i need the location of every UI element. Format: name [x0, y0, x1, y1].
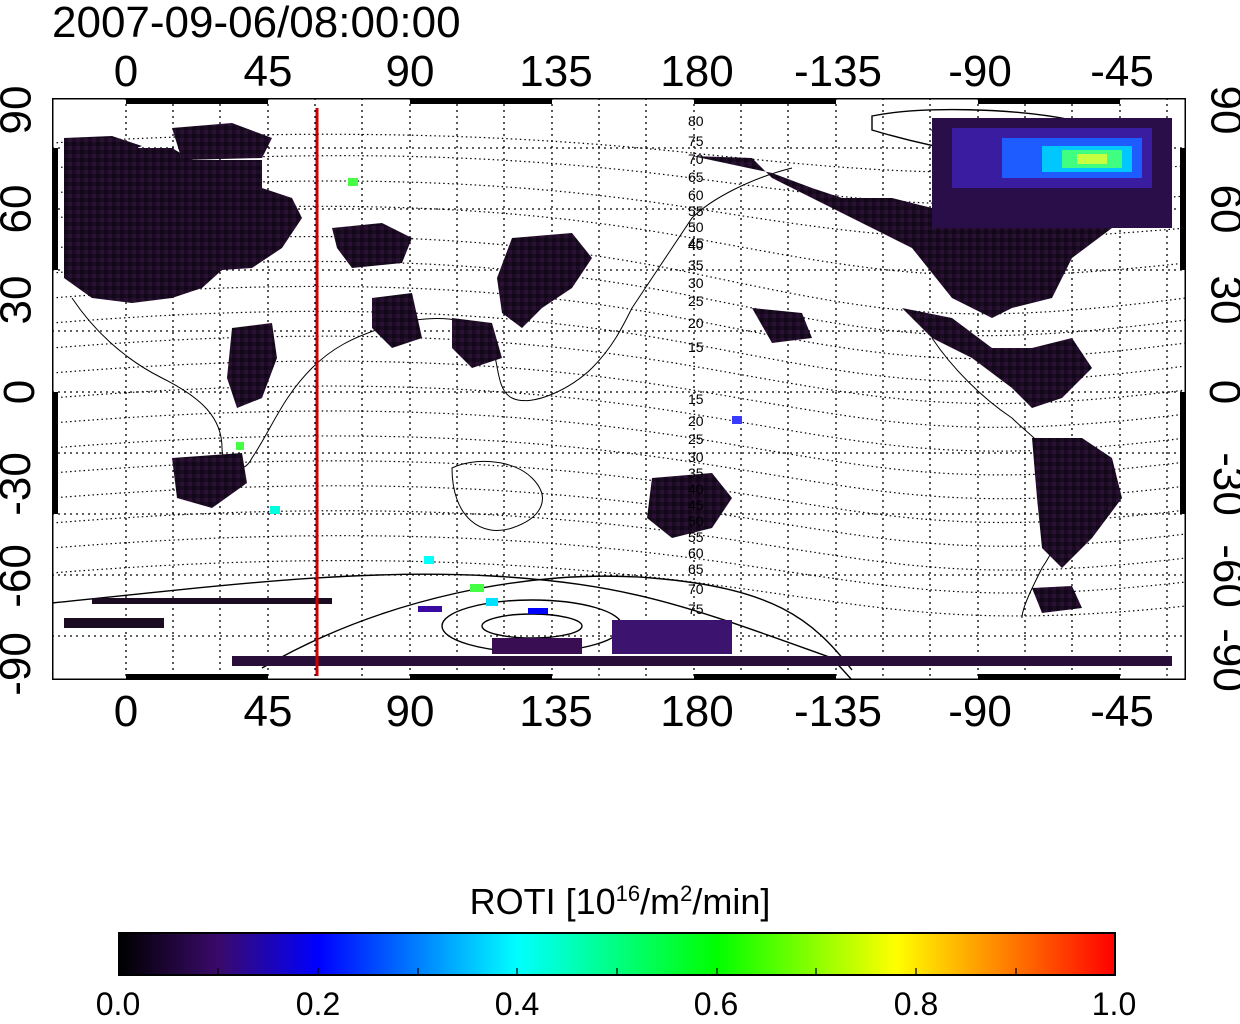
left-lat-tick: 0 [0, 379, 45, 405]
contour-label: 15 [688, 339, 704, 355]
top-lon-tick: 135 [519, 47, 593, 96]
contour-label: 65 [688, 169, 704, 185]
colorbar-tick: 0.6 [693, 986, 739, 1022]
right-lat-tick: -60 [1204, 544, 1240, 608]
contour-label: 40 [688, 481, 704, 497]
contour-label: 45 [688, 497, 704, 513]
bottom-lon-tick: 180 [660, 687, 734, 736]
top-lon-tick: -45 [1090, 47, 1154, 96]
bottom-lon-tick: -135 [793, 687, 883, 736]
contour-label: 50 [688, 513, 704, 529]
colorbar-tick: 0.8 [893, 986, 939, 1022]
bottom-lon-tick: 45 [243, 687, 293, 736]
colorbar-title-text: ROTI [10 [469, 881, 616, 922]
contour-label: 45 [688, 235, 704, 251]
top-lon-tick: -135 [793, 47, 883, 96]
roti-coverage [64, 123, 1142, 613]
frame-tick-bars [52, 98, 1186, 680]
scattered-roti-points [236, 178, 742, 614]
right-lat-tick: 90 [1201, 85, 1240, 135]
contour-label: 80 [688, 113, 704, 129]
colorbar-title: ROTI [1016/m2/min] [0, 872, 1240, 924]
right-lat-tick: 0 [1200, 380, 1240, 404]
left-lat-tick: -90 [0, 632, 40, 696]
right-lat-tick: 30 [1201, 275, 1240, 325]
top-lon-tick: 90 [385, 47, 435, 96]
plot-title: 2007-09-06/08:00:00 [52, 0, 461, 47]
contour-label: 75 [688, 601, 704, 617]
contour-label: 70 [688, 151, 704, 167]
antarctic-coverage [64, 598, 1172, 666]
contour-label: 55 [688, 203, 704, 219]
colorbar-tick: 0.4 [494, 986, 540, 1022]
contour-label: 20 [688, 315, 704, 331]
bottom-lon-tick: 0 [113, 687, 139, 736]
contour-label-group: 80 75 70 65 60 55 50 45 40 35 30 25 20 1… [688, 113, 704, 617]
colorbar [118, 932, 1116, 976]
left-lat-tick: 90 [0, 85, 41, 135]
contour-label: 75 [688, 133, 704, 149]
contour-label: 30 [688, 449, 704, 465]
contour-label: 60 [688, 545, 704, 561]
contour-label: 55 [688, 529, 704, 545]
colorbar-tick: 0.2 [295, 986, 341, 1022]
contour-label: 60 [688, 187, 704, 203]
bottom-lon-tick: -90 [948, 687, 1012, 736]
contour-label: 35 [688, 257, 704, 273]
right-lat-tick: -30 [1204, 452, 1240, 516]
left-lat-tick: -30 [0, 452, 40, 516]
map-frame [52, 98, 1186, 680]
contour-label: 50 [688, 219, 704, 235]
colorbar-title-sup: 16 [615, 881, 641, 906]
contour-label: 25 [688, 431, 704, 447]
high-roti-patch [932, 118, 1172, 228]
colorbar-title-text: /m [640, 881, 681, 922]
top-lon-tick: 45 [243, 47, 293, 96]
left-lat-tick: -60 [0, 544, 40, 608]
contour-label: 65 [688, 561, 704, 577]
contour-label: 20 [688, 413, 704, 429]
left-lat-tick: 30 [0, 275, 41, 325]
bottom-lon-tick: -45 [1090, 687, 1154, 736]
contour-label: 70 [688, 581, 704, 597]
contour-label: 40 [688, 237, 704, 253]
top-lon-tick: 180 [660, 47, 734, 96]
top-lon-tick: 0 [113, 47, 139, 96]
contour-label: 15 [688, 391, 704, 407]
contour-label: 30 [688, 275, 704, 291]
colorbar-tick: 1.0 [1091, 986, 1137, 1022]
contour-label: 35 [688, 465, 704, 481]
bottom-lon-tick: 135 [519, 687, 593, 736]
bottom-lon-tick: 90 [385, 687, 435, 736]
colorbar-tick: 0.0 [95, 986, 141, 1022]
roti-map: 80 75 70 65 60 55 50 45 40 35 30 25 20 1… [52, 98, 1186, 680]
right-lat-tick: 60 [1201, 184, 1240, 234]
colorbar-title-sup: 2 [680, 881, 693, 906]
colorbar-title-text: /min] [692, 881, 771, 922]
left-lat-tick: 60 [0, 184, 41, 234]
contour-label: 25 [688, 293, 704, 309]
top-lon-tick: -90 [948, 47, 1012, 96]
right-lat-tick: -90 [1204, 628, 1240, 692]
